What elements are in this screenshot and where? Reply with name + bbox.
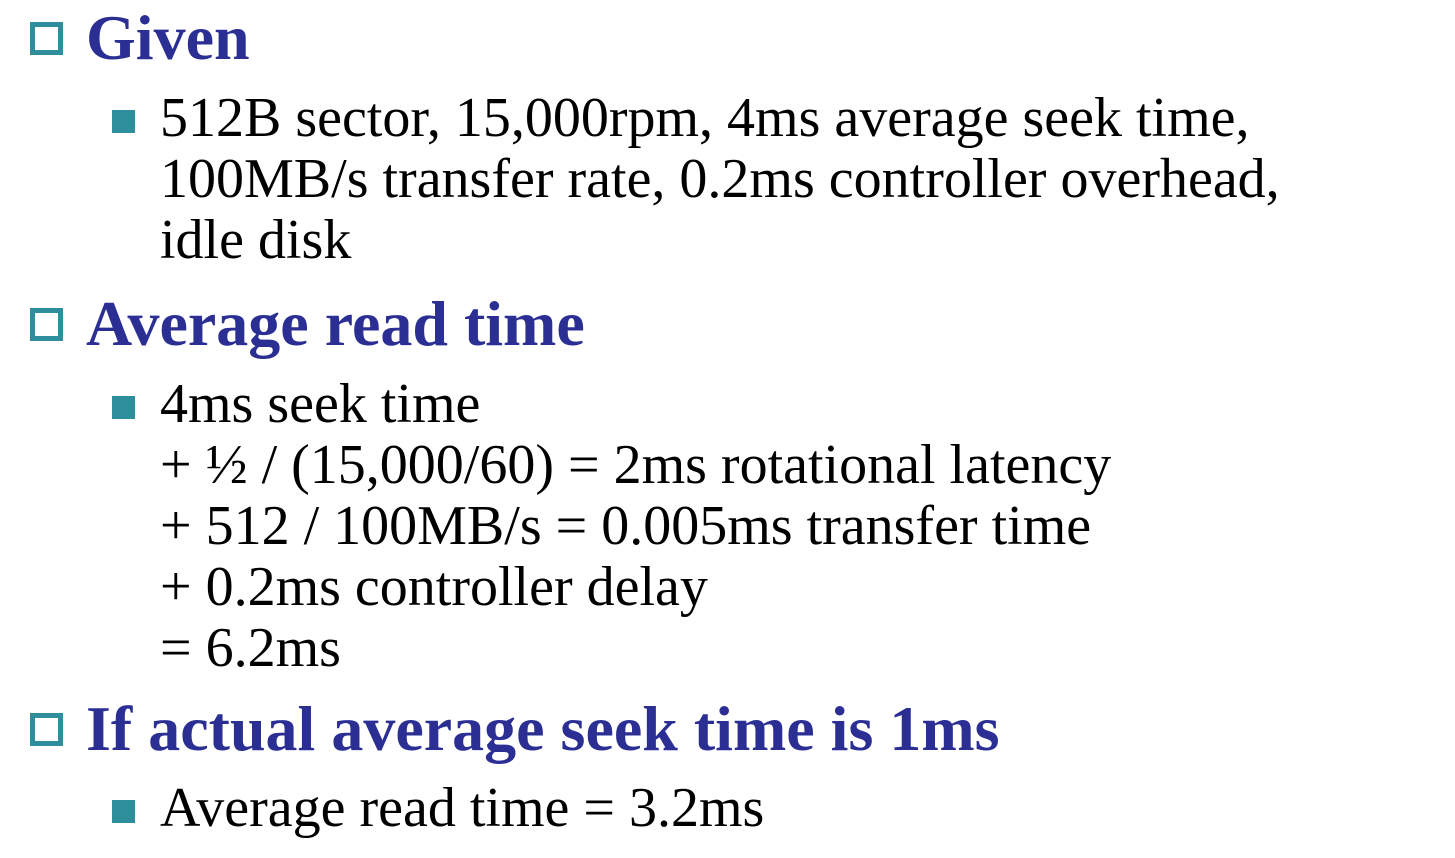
text-line: 4ms seek time [160,373,481,435]
filled-square-bullet-icon [112,110,135,133]
bullet-text: Average read time = 3.2ms [160,778,764,839]
text-line: idle disk [160,209,352,271]
hollow-square-bullet-icon [30,712,63,746]
heading-average-read-time: Average read time [30,292,585,356]
heading-text: If actual average seek time is 1ms [86,693,1000,764]
text-line: + ½ / (15,000/60) = 2ms rotational laten… [160,434,1112,496]
text-line: Average read time = 3.2ms [160,777,765,839]
heading-actual-seek-time: If actual average seek time is 1ms [30,697,1000,761]
bullet-given-details: 512B sector, 15,000rpm, 4ms average seek… [112,88,1280,271]
filled-square-bullet-icon [112,800,135,823]
bullet-read-time-calculation: 4ms seek time + ½ / (15,000/60) = 2ms ro… [112,374,1111,679]
heading-text: Given [86,2,250,73]
text-line: 512B sector, 15,000rpm, 4ms average seek… [160,87,1250,149]
bullet-actual-read-time: Average read time = 3.2ms [112,778,764,839]
text-line: + 512 / 100MB/s = 0.005ms transfer time [160,495,1092,557]
heading-given: Given [30,6,250,70]
text-line: = 6.2ms [160,617,341,679]
bullet-text: 512B sector, 15,000rpm, 4ms average seek… [160,88,1280,271]
text-line: 100MB/s transfer rate, 0.2ms controller … [160,148,1280,210]
filled-square-bullet-icon [112,396,135,419]
hollow-square-bullet-icon [30,307,63,341]
hollow-square-bullet-icon [30,21,63,55]
bullet-text: 4ms seek time + ½ / (15,000/60) = 2ms ro… [160,374,1111,679]
text-line: + 0.2ms controller delay [160,556,708,618]
heading-text: Average read time [86,288,585,359]
